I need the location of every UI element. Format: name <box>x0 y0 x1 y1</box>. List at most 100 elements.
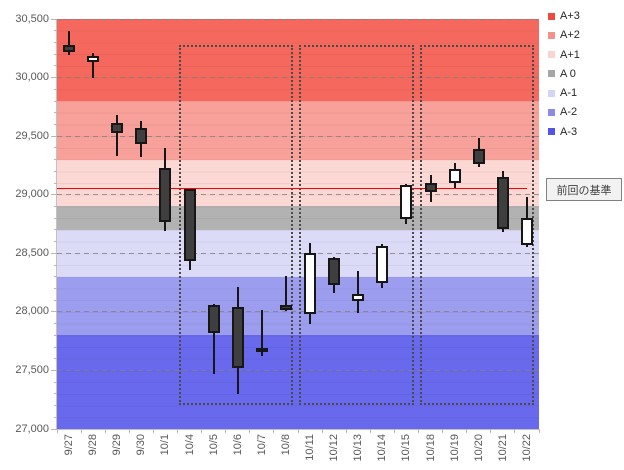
y-minor-tick-27700 <box>54 346 57 348</box>
y-minor-tick-28400 <box>54 264 57 266</box>
candle-wick-10-7 <box>260 309 263 357</box>
x-axis-label-10-11: 10/11 <box>304 434 317 461</box>
legend: A+3 A+2 A+1 A 0 A-1 A-2 A-3 <box>548 9 580 144</box>
x-tick-15 <box>418 429 419 433</box>
week-box-1 <box>178 44 293 405</box>
x-axis-label-10-5: 10/5 <box>207 434 220 456</box>
candle-wick-10-5 <box>212 304 215 374</box>
legend-swatch-aplus2 <box>548 31 555 39</box>
y-minor-tick-30300 <box>54 41 57 43</box>
y-minor-tick-29300 <box>54 159 57 161</box>
y-axis-label-29000: 29,000 <box>15 188 49 201</box>
candle-wick-9-27 <box>68 30 71 56</box>
legend-label-aplus1: A+1 <box>560 48 580 61</box>
y-major-tick-30000 <box>51 77 57 79</box>
x-axis-label-10-19: 10/19 <box>448 434 461 462</box>
candle-body-10-12 <box>328 257 341 285</box>
candle-body-10-6 <box>231 307 244 369</box>
x-axis-label-9-28: 9/28 <box>87 434 100 456</box>
y-minor-tick-29200 <box>54 170 57 172</box>
legend-item-a-0: A 0 <box>548 67 580 81</box>
y-axis-label-28500: 28,500 <box>15 246 49 259</box>
y-minor-tick-29100 <box>54 182 57 184</box>
x-axis-label-10-12: 10/12 <box>328 434 341 462</box>
candle-body-10-15 <box>400 184 413 220</box>
x-axis-label-10-4: 10/4 <box>183 434 196 456</box>
candle-body-10-22 <box>520 218 533 246</box>
y-axis-label-27500: 27,500 <box>15 363 49 376</box>
legend-item-aplus3: A+3 <box>548 9 580 23</box>
gridline-29000 <box>57 194 539 196</box>
x-axis-label-10-14: 10/14 <box>376 434 389 462</box>
y-axis-label-30500: 30,500 <box>15 12 49 25</box>
candle-body-10-20 <box>472 149 485 165</box>
x-axis-label-10-6: 10/6 <box>231 434 244 456</box>
x-axis-label-10-1: 10/1 <box>159 434 172 456</box>
x-tick-4 <box>152 429 154 433</box>
y-major-tick-29000 <box>51 194 57 196</box>
baseline-label: 前回の基準 <box>546 178 622 201</box>
legend-swatch-a-0 <box>548 70 555 78</box>
candle-body-10-8 <box>279 305 292 310</box>
y-major-tick-29500 <box>51 135 57 137</box>
x-axis-label-9-30: 9/30 <box>135 434 148 456</box>
candle-body-10-18 <box>424 183 437 193</box>
x-tick-13 <box>369 429 371 433</box>
x-tick-5 <box>177 429 178 433</box>
legend-item-a-3: A-3 <box>548 125 580 139</box>
y-minor-tick-27900 <box>54 323 57 325</box>
week-box-3 <box>419 44 534 405</box>
x-axis-label-9-29: 9/29 <box>111 434 124 456</box>
x-tick-8 <box>249 429 251 433</box>
y-minor-tick-27100 <box>54 416 57 418</box>
legend-label-aplus3: A+3 <box>560 10 580 22</box>
y-axis-label-29500: 29,500 <box>15 129 49 142</box>
y-minor-tick-28200 <box>54 287 57 289</box>
legend-item-a-2: A-2 <box>548 105 580 119</box>
gridline-27500 <box>57 369 539 371</box>
x-axis-label-10-15: 10/15 <box>400 434 413 462</box>
x-tick-12 <box>345 429 347 433</box>
y-minor-tick-28600 <box>54 241 57 243</box>
baseline-label-text: 前回の基準 <box>556 184 612 197</box>
x-axis-label-10-21: 10/21 <box>496 434 509 462</box>
candle-body-10-13 <box>352 294 365 302</box>
legend-item-aplus1: A+1 <box>548 48 580 62</box>
gridline-29500 <box>57 135 539 137</box>
candle-body-10-14 <box>376 246 389 283</box>
gridline-28000 <box>57 311 539 313</box>
y-axis-label-27000: 27,000 <box>15 422 49 435</box>
y-minor-tick-30200 <box>54 53 57 55</box>
candle-body-10-5 <box>207 304 220 333</box>
y-axis-label-30000: 30,000 <box>15 71 49 84</box>
legend-label-a-2: A-2 <box>560 106 578 119</box>
gridline-28500 <box>57 252 539 254</box>
legend-label-aplus2: A+2 <box>560 29 580 42</box>
minor-gridline-stripes <box>57 19 539 429</box>
y-minor-tick-27400 <box>54 381 57 383</box>
x-tick-11 <box>321 429 323 433</box>
y-minor-tick-29600 <box>54 123 57 125</box>
candle-body-10-7 <box>255 348 268 353</box>
x-axis-label-10-13: 10/13 <box>352 434 365 462</box>
band-a-3 <box>57 335 539 429</box>
legend-swatch-aplus3 <box>548 12 555 20</box>
y-minor-tick-30400 <box>54 30 57 32</box>
x-tick-7 <box>225 429 227 433</box>
x-tick-9 <box>273 429 275 433</box>
y-minor-tick-29900 <box>54 88 57 90</box>
y-minor-tick-29800 <box>54 100 57 102</box>
y-minor-tick-28300 <box>54 276 57 278</box>
x-axis-label-10-7: 10/7 <box>255 434 268 456</box>
candle-body-10-1 <box>159 167 172 222</box>
y-minor-tick-29700 <box>54 112 57 114</box>
x-axis-label-10-18: 10/18 <box>424 434 437 462</box>
y-minor-tick-27300 <box>54 393 57 395</box>
